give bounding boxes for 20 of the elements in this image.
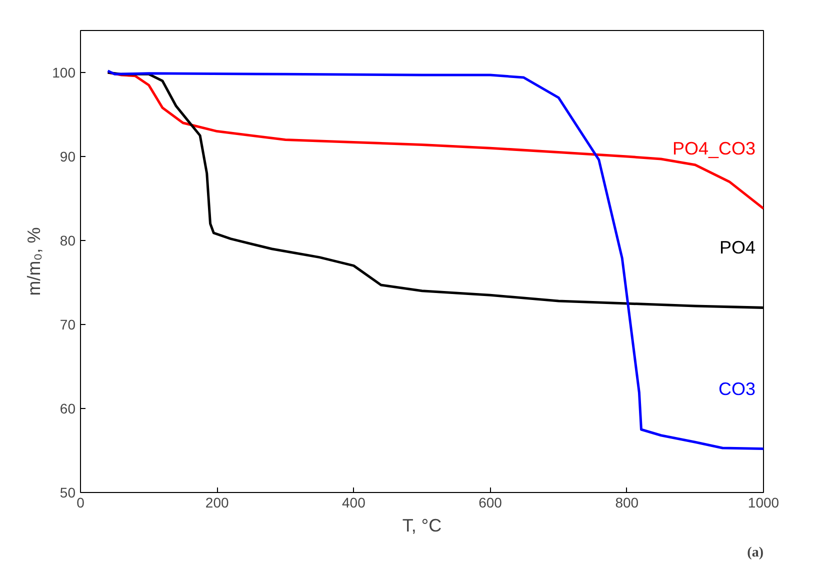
y-tick-label: 80 [60,232,76,248]
line-series [106,71,764,210]
series-label: PO4_CO3 [672,138,756,159]
x-tick-label: 0 [76,494,85,510]
x-axis-title: T, °C [402,516,442,536]
y-tick-label: 60 [60,400,76,416]
x-tick-label: 200 [205,494,229,510]
x-tick-label: 800 [615,494,639,510]
y-axis-title: m/m₀, % [24,227,44,296]
y-tick-label: 90 [60,148,76,164]
x-tick-label: 600 [478,494,502,510]
text: (a) [747,546,764,560]
y-tick-label: 70 [60,316,76,332]
text: CO3 [718,378,756,399]
text: PO4 [719,238,756,258]
line-series [106,70,764,450]
y-tick-label: 50 [60,484,76,500]
x-tick-label: 400 [342,494,366,510]
x-tick-label: 1000 [748,494,780,510]
y-tick-label: 100 [52,64,76,80]
